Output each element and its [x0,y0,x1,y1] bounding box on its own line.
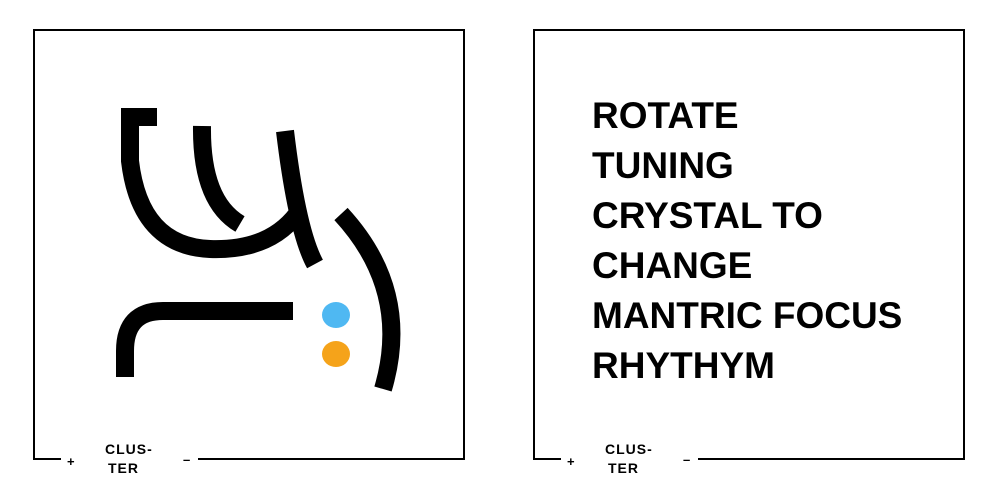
plus-icon: + [67,454,75,469]
frame-bottom-left-segment [533,458,561,460]
cluster-logo: CLUS- TER [605,440,653,478]
brand-line-2: TER [108,460,139,476]
plus-icon: + [567,454,575,469]
frame-bottom-left-segment [33,458,61,460]
frame-bottom-right-segment [198,458,465,460]
cluster-logo: CLUS- TER [105,440,153,478]
minus-icon: – [683,452,691,467]
instruction-card: ROTATE TUNING CRYSTAL TO CHANGE MANTRIC … [533,29,965,476]
frame-bottom-right-segment [698,458,965,460]
orange-dot [322,341,350,367]
brand-line-2: TER [608,460,639,476]
minus-icon: – [183,452,191,467]
mantric-rune-glyph-icon [116,108,401,392]
blue-dot [322,302,350,328]
glyph-card: + CLUS- TER – [33,29,465,476]
instruction-text: ROTATE TUNING CRYSTAL TO CHANGE MANTRIC … [592,95,903,386]
brand-line-1: CLUS- [605,441,653,457]
brand-line-1: CLUS- [105,441,153,457]
